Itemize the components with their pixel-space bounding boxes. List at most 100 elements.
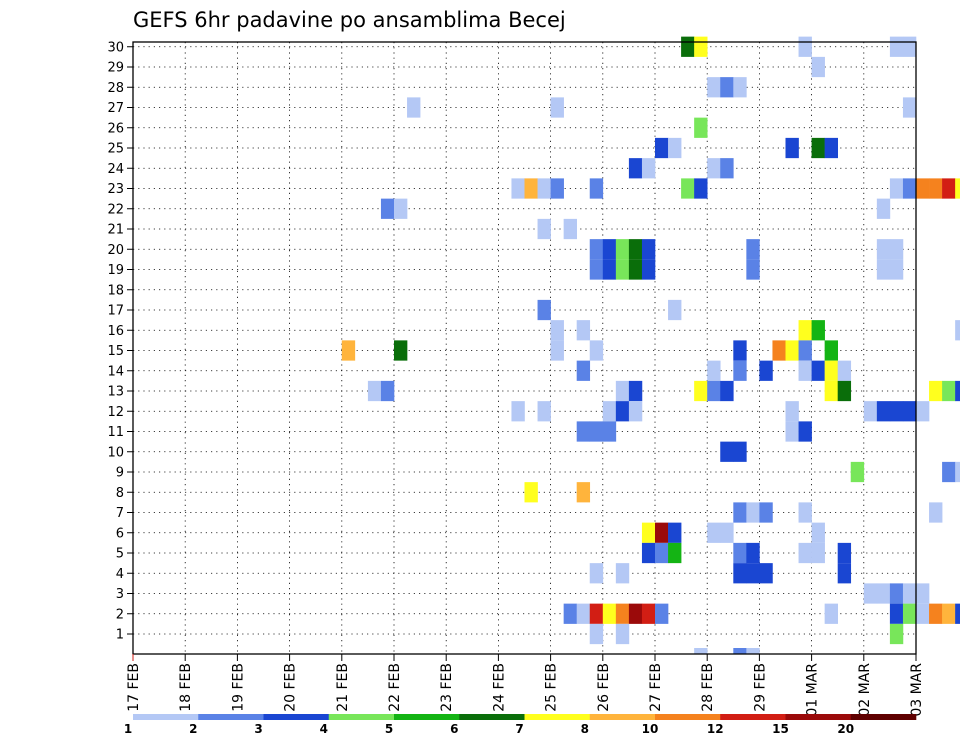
color-scale-label: 2 xyxy=(189,722,197,736)
precip-cell xyxy=(733,77,747,98)
precip-cell xyxy=(655,542,669,564)
precip-cell xyxy=(602,239,617,260)
precip-cell xyxy=(602,603,617,624)
member-label: 17 xyxy=(107,304,124,319)
precip-cell xyxy=(811,56,825,78)
precip-cell xyxy=(615,603,630,624)
precip-cell xyxy=(955,178,960,199)
precip-cell xyxy=(668,542,682,564)
date-label: 25 FEB xyxy=(544,663,560,712)
precip-cell xyxy=(785,340,799,361)
date-label: 03 MAR xyxy=(909,663,925,717)
precip-cell xyxy=(746,239,760,260)
date-label: 20 FEB xyxy=(283,663,299,712)
precip-cell xyxy=(863,401,878,422)
member-label: 5 xyxy=(116,547,124,562)
precip-cell xyxy=(837,542,852,564)
precip-cell xyxy=(955,603,960,624)
precip-cell xyxy=(916,401,930,422)
color-scale-swatch xyxy=(328,714,395,720)
precip-cell xyxy=(380,198,395,219)
date-label: 17 FEB xyxy=(126,663,142,712)
precip-cell xyxy=(576,603,591,624)
precip-cell xyxy=(589,178,604,199)
precip-cell xyxy=(759,563,773,584)
color-scale-swatch xyxy=(589,714,656,720)
precip-cell xyxy=(889,401,904,422)
color-scale-label: 7 xyxy=(515,722,523,736)
member-axis: 1234567891011121314151617181920212223242… xyxy=(107,40,133,643)
precip-cell xyxy=(746,502,760,523)
precip-cell xyxy=(824,360,838,381)
precip-cell xyxy=(902,36,917,57)
precip-cell xyxy=(641,522,656,543)
precip-cell xyxy=(733,340,747,361)
precip-cell xyxy=(341,340,356,361)
precip-cell xyxy=(668,299,682,321)
precip-cell xyxy=(550,178,564,199)
precip-cell xyxy=(589,259,604,280)
precip-cell xyxy=(589,239,604,260)
precip-cell xyxy=(733,563,747,584)
precip-cell xyxy=(576,421,591,442)
precip-cell xyxy=(694,178,708,199)
precip-cell xyxy=(589,623,604,645)
color-scale-swatch xyxy=(394,714,460,720)
date-label: 26 FEB xyxy=(596,663,612,712)
precip-cell xyxy=(537,401,551,422)
precip-cell xyxy=(811,320,825,341)
precip-cell xyxy=(733,542,747,564)
member-label: 10 xyxy=(107,445,124,460)
date-label: 28 FEB xyxy=(700,663,716,712)
member-label: 20 xyxy=(107,243,124,258)
color-scale-swatch xyxy=(198,714,264,720)
precip-cell xyxy=(785,421,799,442)
precip-cell xyxy=(720,77,734,98)
plot-frame xyxy=(132,41,917,655)
precip-cell xyxy=(929,178,943,199)
member-label: 21 xyxy=(107,223,124,238)
precip-cell xyxy=(824,340,838,361)
color-scale-label: 15 xyxy=(772,722,789,736)
precip-cell xyxy=(641,542,656,564)
precip-cell xyxy=(707,77,721,98)
color-scale-swatch xyxy=(785,714,852,720)
date-label: 18 FEB xyxy=(178,663,194,712)
precip-cell xyxy=(824,603,838,624)
precip-cell xyxy=(889,603,904,624)
precip-cell xyxy=(563,218,577,240)
precip-cell xyxy=(655,522,669,543)
precip-cell xyxy=(668,137,682,159)
precip-cell xyxy=(694,380,708,402)
precip-cell xyxy=(511,178,525,199)
date-label: 23 FEB xyxy=(439,663,455,712)
precip-cell xyxy=(655,603,669,624)
precip-cell xyxy=(733,441,747,462)
precip-cell xyxy=(772,340,786,361)
precip-cell xyxy=(955,380,960,402)
precip-cell xyxy=(733,360,747,381)
color-scale-label: 8 xyxy=(581,722,589,736)
precip-cell xyxy=(668,522,682,543)
date-label: 22 FEB xyxy=(387,663,403,712)
precip-cell xyxy=(955,320,960,341)
precip-cell xyxy=(589,340,604,361)
date-label: 24 FEB xyxy=(491,663,507,712)
chart-title: GEFS 6hr padavine po ansamblima Becej xyxy=(133,8,566,32)
precip-cell xyxy=(942,178,956,199)
precip-cell xyxy=(942,603,956,624)
precip-cell xyxy=(615,380,630,402)
precip-cell xyxy=(746,648,760,654)
precip-cell xyxy=(550,340,564,361)
date-label: 21 FEB xyxy=(335,663,351,712)
precip-cell xyxy=(798,340,812,361)
precip-cell xyxy=(733,502,747,523)
date-label: 02 MAR xyxy=(857,663,873,717)
precip-cell xyxy=(746,259,760,280)
precip-cell xyxy=(889,239,904,260)
precip-cell xyxy=(720,158,734,179)
precip-cell xyxy=(615,401,630,422)
member-label: 16 xyxy=(107,324,124,339)
precip-cell xyxy=(576,320,591,341)
precip-cell xyxy=(811,522,825,543)
